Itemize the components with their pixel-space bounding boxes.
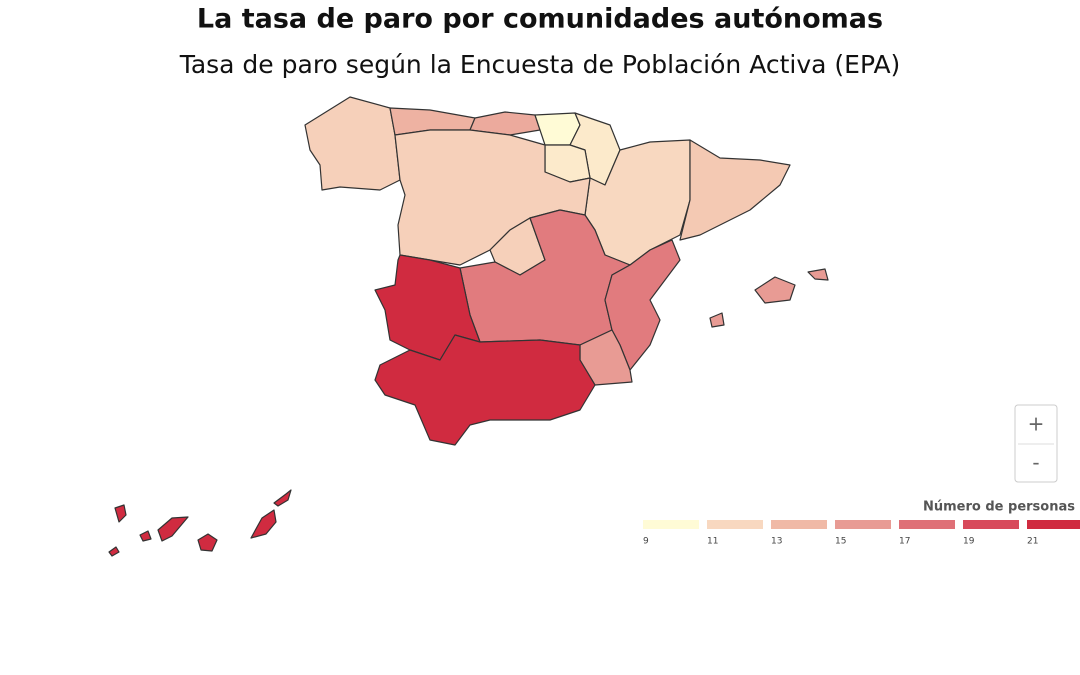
region: [250, 509, 277, 539]
legend-tick-label: 13: [771, 537, 782, 547]
region-group: [709, 268, 829, 328]
region: [807, 268, 829, 281]
zoom-out[interactable]: -: [1032, 451, 1039, 475]
region: [139, 530, 152, 542]
legend-swatch: [963, 520, 1019, 529]
legend-tick-label: 17: [899, 537, 910, 547]
legend-tick-label: 19: [963, 537, 975, 547]
legend-swatch: [643, 520, 699, 529]
legend-swatch: [707, 520, 763, 529]
regions: [108, 96, 829, 557]
legend-tick-label: 15: [835, 537, 846, 547]
zoom-control: + -: [1014, 404, 1058, 483]
title: La tasa de paro por comunidades autónoma…: [197, 4, 883, 35]
region: [197, 533, 218, 552]
legend-swatch: [835, 520, 891, 529]
region-group: [108, 489, 292, 557]
legend-title: Número de personas: [923, 500, 1075, 515]
region: [304, 96, 401, 191]
region: [273, 489, 292, 507]
legend-tick-label: 21: [1027, 537, 1038, 547]
region: [157, 516, 189, 542]
legend-swatch: [1027, 520, 1080, 529]
region: [754, 276, 796, 304]
legend: Número de personas 9 11 13 15 17 19 21: [643, 500, 1080, 547]
legend-swatch: [899, 520, 955, 529]
legend-swatch: [771, 520, 827, 529]
region: [114, 504, 127, 523]
legend-tick-label: 11: [707, 537, 718, 547]
subtitle: Tasa de paro según la Encuesta de Poblac…: [179, 50, 901, 79]
region: [374, 334, 596, 446]
legend-tick-label: 9: [643, 537, 649, 547]
region: [108, 546, 120, 557]
region: [679, 139, 791, 241]
region: [709, 312, 725, 328]
zoom-in[interactable]: +: [1028, 412, 1045, 436]
region: [604, 239, 681, 371]
